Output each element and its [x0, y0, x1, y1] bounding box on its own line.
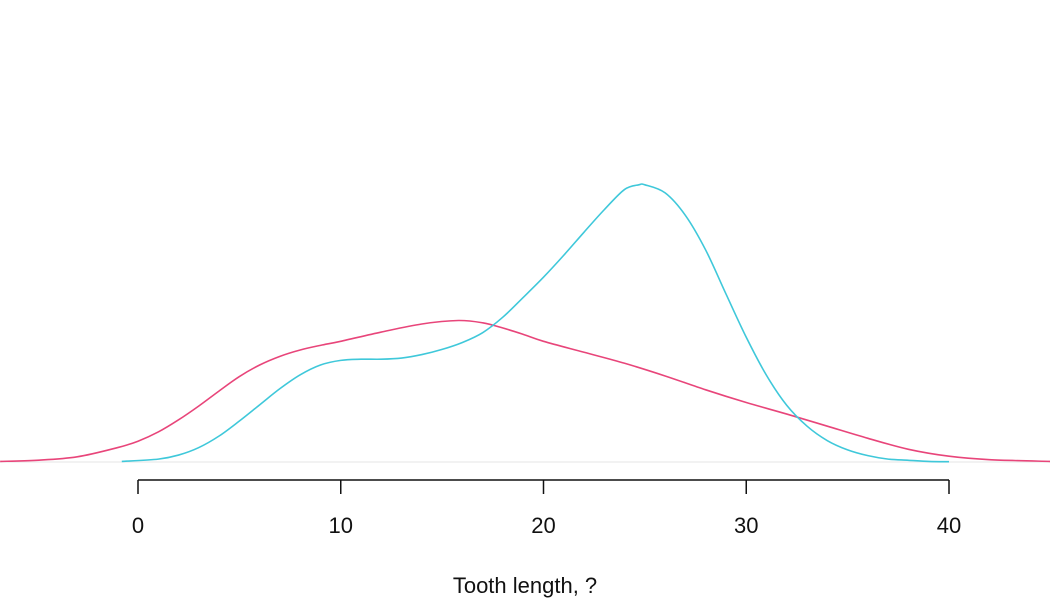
x-axis: 0 10 20 30 40: [132, 479, 961, 538]
x-tick-label: 0: [132, 513, 144, 538]
x-tick-label: 40: [937, 513, 961, 538]
density-curve-2: [121, 183, 950, 463]
density-curve-1: [0, 319, 1050, 463]
x-axis-title: Tooth length, ?: [453, 573, 597, 598]
x-tick-label: 20: [531, 513, 555, 538]
x-ticks: 0 10 20 30 40: [132, 480, 961, 538]
x-tick-label: 30: [734, 513, 758, 538]
x-tick-label: 10: [329, 513, 353, 538]
series-group: [0, 183, 1050, 463]
